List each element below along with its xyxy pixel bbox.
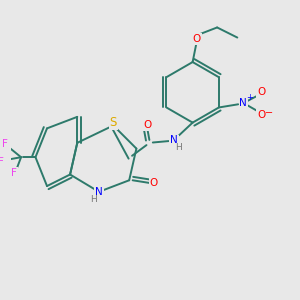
Text: H: H — [90, 195, 97, 204]
Text: H: H — [175, 143, 181, 152]
Text: F: F — [2, 139, 8, 149]
Text: O: O — [257, 110, 266, 120]
Text: O: O — [193, 34, 201, 44]
Text: −: − — [265, 108, 273, 118]
Text: N: N — [170, 136, 178, 146]
Text: O: O — [257, 87, 266, 97]
Text: N: N — [239, 98, 247, 108]
Text: +: + — [246, 94, 253, 103]
Text: S: S — [110, 116, 117, 129]
Text: F: F — [0, 157, 4, 166]
Text: F: F — [11, 168, 17, 178]
Text: N: N — [95, 187, 103, 197]
Text: O: O — [150, 178, 158, 188]
Text: O: O — [143, 120, 151, 130]
